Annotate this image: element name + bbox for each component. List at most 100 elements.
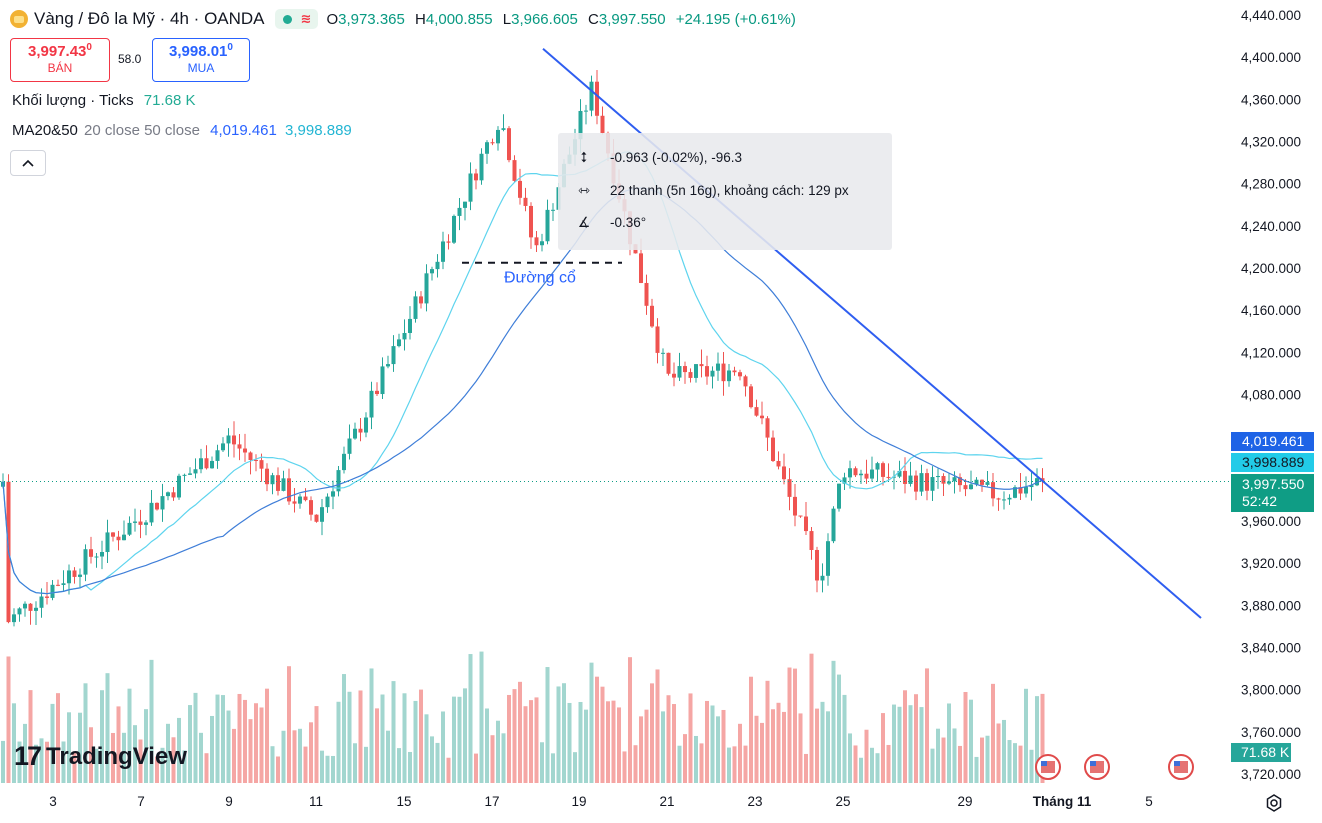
status-pill[interactable]: ≋ <box>274 9 319 29</box>
volume-bar <box>848 733 852 783</box>
volume-bar <box>551 753 555 783</box>
volume-bar <box>947 703 951 783</box>
candle-body <box>210 460 214 469</box>
candle-body <box>727 370 731 382</box>
volume-bar <box>732 746 737 783</box>
candle-body <box>380 366 385 395</box>
y-tick-label: 3,760.000 <box>1241 725 1301 740</box>
candle-body <box>875 463 880 470</box>
y-tick-label: 4,320.000 <box>1241 135 1301 150</box>
candle-body <box>485 142 489 154</box>
volume-bar <box>67 712 71 783</box>
buy-button[interactable]: 3,998.010 MUA <box>152 38 250 82</box>
volume-bar <box>83 683 88 783</box>
volume-bar <box>661 711 665 783</box>
candle-body <box>919 473 924 492</box>
candle-body <box>776 460 781 467</box>
gear-icon[interactable] <box>1265 794 1283 817</box>
candle-body <box>204 458 209 469</box>
volume-bar <box>419 689 423 783</box>
x-tick-label: 21 <box>659 794 674 809</box>
x-tick-label: 29 <box>957 794 972 809</box>
volume-bar <box>281 730 286 783</box>
volume-bar <box>1002 719 1006 783</box>
market-open-dot-icon <box>282 14 292 24</box>
volume-bar <box>17 741 22 783</box>
candle-body <box>122 534 126 541</box>
y-tick-label: 3,880.000 <box>1241 598 1301 613</box>
candle-body <box>881 463 885 477</box>
candle-body <box>463 201 467 208</box>
candle-body <box>105 532 110 553</box>
candle-body <box>254 459 258 461</box>
candle-body <box>595 81 599 116</box>
volume-bar <box>490 735 495 783</box>
candle-body <box>457 207 462 216</box>
volume-bar <box>325 755 330 783</box>
candle-body <box>870 469 874 479</box>
flag-canton-icon <box>1174 761 1180 766</box>
candle-body <box>287 478 291 502</box>
volume-bar <box>364 746 368 783</box>
volume-bar <box>540 742 544 783</box>
candle-body <box>798 515 803 517</box>
volume-bar <box>622 751 627 783</box>
candle-body <box>820 575 825 581</box>
candle-body <box>699 364 704 367</box>
collapse-legend-button[interactable] <box>10 150 46 176</box>
volume-bar <box>600 686 605 783</box>
y-tick-label: 3,920.000 <box>1241 556 1301 571</box>
symbol-title[interactable]: Vàng / Đô la Mỹ · 4h · OANDA <box>34 9 265 28</box>
candle-body <box>760 415 764 419</box>
candle-body <box>1029 485 1034 488</box>
candle-body <box>199 458 203 470</box>
volume-bar <box>116 706 121 783</box>
volume-bar <box>100 690 104 783</box>
volume-bar <box>56 693 60 783</box>
volume-legend[interactable]: Khối lượng · Ticks 71.68 K <box>12 92 196 109</box>
volume-bar <box>375 708 379 783</box>
volume-bar <box>243 699 247 783</box>
candle-body <box>171 492 176 498</box>
candle-body <box>518 180 522 198</box>
volume-bar <box>336 701 341 783</box>
volume-bar <box>611 700 616 783</box>
y-tick-label: 3,840.000 <box>1241 641 1301 656</box>
volume-bar <box>314 706 319 783</box>
candle-body <box>738 372 742 377</box>
ma-legend[interactable]: MA20&50 20 close 50 close 4,019.461 3,99… <box>12 122 352 139</box>
candle-body <box>837 483 841 509</box>
candle-body <box>221 443 225 451</box>
volume-bar <box>34 744 38 783</box>
candle-body <box>353 428 357 439</box>
tv-mark-icon: 17 <box>14 741 42 771</box>
volume-bar <box>1007 740 1012 783</box>
candle-body <box>386 364 390 367</box>
volume-bar <box>1029 749 1034 783</box>
volume-bar <box>287 666 291 783</box>
candle-body <box>369 390 374 418</box>
volume-bar <box>655 669 660 783</box>
volume-bar <box>446 757 451 783</box>
candle-body <box>320 507 324 522</box>
volume-bar <box>606 701 610 783</box>
volume-bar <box>831 660 836 783</box>
candle-body <box>859 473 863 476</box>
volume-bar <box>61 741 66 783</box>
volume-bar <box>991 683 995 783</box>
volume-bar <box>309 722 313 783</box>
candle-body <box>848 468 852 478</box>
volume-bar <box>171 737 176 783</box>
volume-bar <box>578 701 583 783</box>
candle-body <box>72 570 77 577</box>
volume-bar <box>738 723 742 783</box>
volume-bar <box>221 695 225 783</box>
volume-bar <box>518 681 522 783</box>
y-tick-label: 3,720.000 <box>1241 767 1301 782</box>
y-tick-label: 4,360.000 <box>1241 92 1301 107</box>
x-tick-label: 25 <box>835 794 850 809</box>
y-tick-label: 4,120.000 <box>1241 345 1301 360</box>
sell-button[interactable]: 3,997.430 BÁN <box>10 38 110 82</box>
candle-body <box>149 502 154 523</box>
